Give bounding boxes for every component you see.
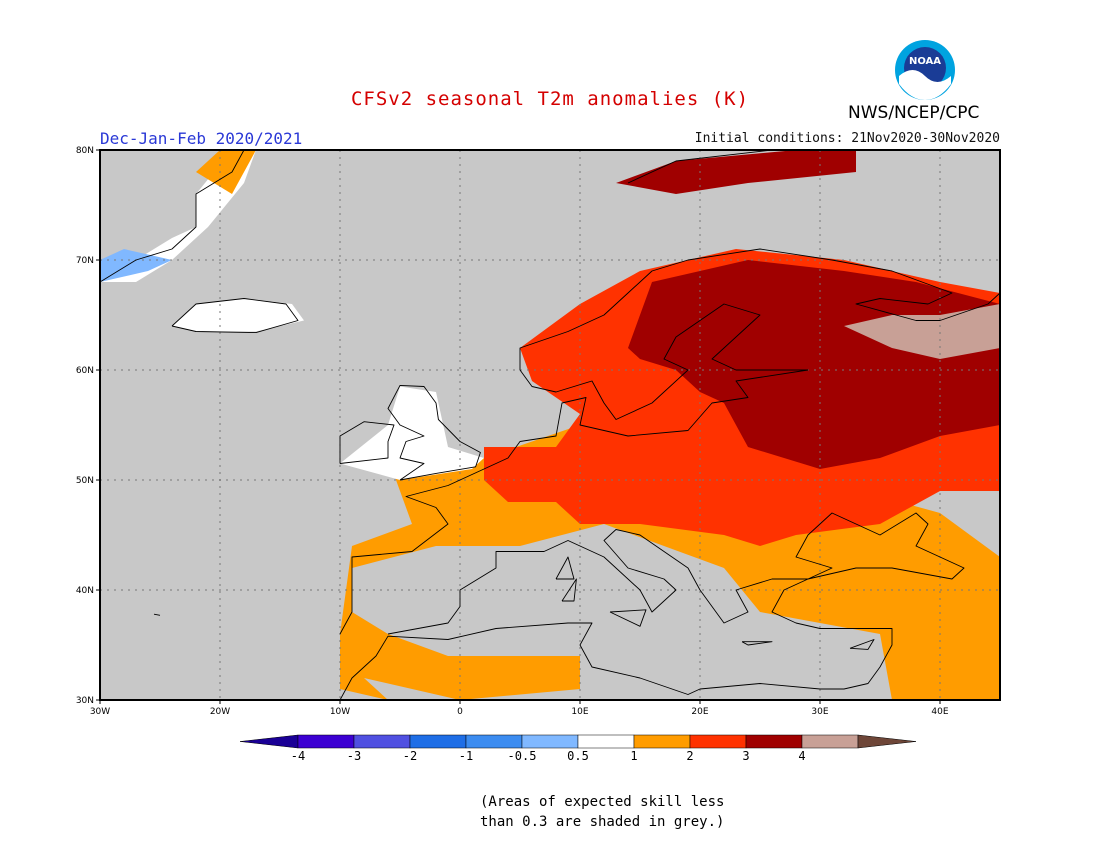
lon-tick-label: 0 [457,707,463,717]
colorbar-segment [689,734,747,749]
lat-tick-label: 80N [76,146,94,156]
coastline [339,512,965,700]
colorbar-segment [577,734,635,749]
anomaly-region-greenland-warm [196,150,256,194]
skill-note-line: than 0.3 are shaded in grey.) [480,814,725,830]
lon-tick-label: 10W [330,707,350,717]
noaa-logo-text: NOAA [909,56,941,67]
lat-tick-label: 60N [76,366,94,376]
lat-tick-label: 30N [76,696,94,706]
coastline [339,421,395,464]
colorbar-segment [353,734,411,749]
lon-tick-label: 30E [811,707,828,717]
coastline [849,639,875,650]
lat-tick-label: 40N [76,586,94,596]
coastline [561,578,577,602]
coastline [171,298,299,334]
coastline [555,556,575,580]
colorbar-label: -3 [347,749,361,763]
colorbar-label: -0.5 [508,749,537,763]
map-frame [99,149,1001,701]
coastline [100,150,245,283]
colorbar-segment [465,734,523,749]
skill-note-line: (Areas of expected skill less [480,794,725,810]
colorbar-label: 0.5 [567,749,589,763]
noaa-logo: NOAA [895,40,955,100]
lat-tick-label: 50N [76,476,94,486]
lon-tick-label: 10E [571,707,588,717]
lon-tick-label: 20E [691,707,708,717]
colorbar-label: 1 [630,749,637,763]
forecast-period: Dec-Jan-Feb 2020/2021 [100,129,303,148]
organization-label: NWS/NCEP/CPC [848,103,980,123]
colorbar-label: -2 [403,749,417,763]
map-title: CFSv2 seasonal T2m anomalies (K) [350,88,750,110]
colorbar-label: -4 [291,749,305,763]
colorbar-high-arrow [857,734,917,749]
initial-conditions: Initial conditions: 21Nov2020-30Nov2020 [694,131,1000,146]
colorbar-segment [297,734,355,749]
skill-note: (Areas of expected skill less than 0.3 a… [480,792,724,832]
anomaly-region-northeast-europe-strong [628,260,1000,469]
anomaly-region-iceland-neutral [172,298,304,332]
colorbar-segment [521,734,579,749]
coastline [339,248,1000,635]
colorbar-segment [409,734,467,749]
colorbar-label: -1 [459,749,473,763]
colorbar-low-arrow [239,734,299,749]
colorbar-segment [745,734,803,749]
anomaly-region-uk-neutral [340,386,484,480]
colorbar-label: 3 [742,749,749,763]
colorbar-label: 4 [798,749,805,763]
colorbar-segment [801,734,859,749]
lon-tick-label: 30W [90,707,110,717]
lon-tick-label: 40E [931,707,948,717]
anomaly-region-russia-very-strong [844,304,1000,359]
lat-tick-label: 70N [76,256,94,266]
colorbar-segment [633,734,691,749]
coastline [741,641,773,646]
coastline [387,384,481,481]
colorbar-label: 2 [686,749,693,763]
anomaly-region-greenland-cool [100,249,172,282]
coastline [153,613,161,616]
coastline [627,150,856,184]
coastline [609,609,647,627]
lon-tick-label: 20W [210,707,230,717]
